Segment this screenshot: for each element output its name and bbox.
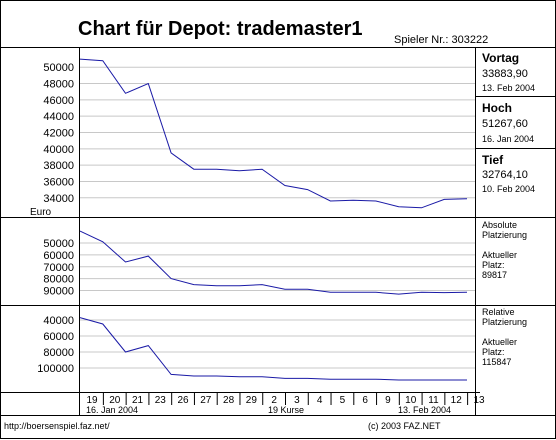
player-info: Spieler Nr.: 303222: [394, 34, 488, 46]
y-tick-label: 60000: [43, 250, 74, 262]
player-number: 303222: [451, 34, 489, 46]
y-tick-label: 100000: [37, 363, 74, 375]
x-tick-label: 23: [155, 395, 167, 406]
player-label: Spieler Nr.:: [394, 34, 449, 46]
x-middle-label: 19 Kurse: [268, 405, 304, 415]
x-tick-label: 28: [223, 395, 235, 406]
relative-value: 115847: [482, 357, 511, 367]
x-tick-label: 27: [200, 395, 212, 406]
page-title: Chart für Depot: trademaster1: [78, 18, 363, 40]
series-line-3: [79, 317, 467, 381]
absolute-line4: Platz:: [482, 260, 505, 270]
tief-date: 10. Feb 2004: [482, 184, 535, 194]
series-line-1: [79, 58, 468, 209]
tief-value: 32764,10: [482, 169, 528, 181]
x-tick-label: 9: [385, 395, 391, 406]
x-start-label: 16. Jan 2004: [86, 405, 138, 415]
x-tick-label: 11: [428, 395, 439, 406]
x-tick-label: 20: [109, 395, 121, 406]
y-tick-label: 44000: [43, 111, 74, 123]
tief-label: Tief: [482, 153, 504, 167]
footer-copyright: (c) 2003 FAZ.NET: [368, 421, 441, 431]
y-tick-label: 40000: [43, 144, 74, 156]
y-tick-label: 80000: [43, 347, 74, 359]
relative-line3: Aktueller: [482, 337, 517, 347]
y-tick-label: 90000: [43, 286, 74, 298]
absolute-line1: Absolute: [482, 220, 517, 230]
series-line-2: [79, 230, 468, 295]
x-tick-label: 21: [132, 395, 144, 406]
x-tick-label: 19: [86, 395, 98, 406]
vortag-date: 13. Feb 2004: [482, 83, 535, 93]
y-tick-label: 42000: [43, 128, 74, 140]
y-tick-label: 40000: [43, 315, 74, 327]
relative-line2: Platzierung: [482, 317, 527, 327]
vortag-label: Vortag: [482, 51, 519, 65]
y-tick-label: 38000: [43, 160, 74, 172]
absolute-value: 89817: [482, 270, 507, 280]
absolute-line3: Aktueller: [482, 250, 517, 260]
y-tick-label: 46000: [43, 95, 74, 107]
hoch-label: Hoch: [482, 101, 512, 115]
hoch-date: 16. Jan 2004: [482, 134, 534, 144]
hoch-value: 51267,60: [482, 118, 528, 130]
y-axis-unit: Euro: [30, 207, 52, 218]
x-tick-label: 12: [451, 395, 463, 406]
x-end-label: 13. Feb 2004: [398, 405, 451, 415]
absolute-line2: Platzierung: [482, 230, 527, 240]
y-tick-label: 48000: [43, 79, 74, 91]
y-tick-label: 50000: [43, 62, 74, 74]
footer-link[interactable]: http://boersenspiel.faz.net/: [4, 421, 110, 431]
y-tick-label: 34000: [43, 193, 74, 205]
vortag-value: 33883,90: [482, 68, 528, 80]
x-tick-label: 26: [177, 395, 189, 406]
x-tick-label: 4: [317, 395, 323, 406]
x-tick-label: 10: [405, 395, 417, 406]
x-tick-label: 29: [246, 395, 258, 406]
x-tick-label: 2: [271, 395, 277, 406]
x-tick-label: 3: [294, 395, 300, 406]
y-tick-label: 80000: [43, 274, 74, 286]
x-tick-label: 6: [362, 395, 368, 406]
x-tick-label: 5: [340, 395, 346, 406]
y-tick-label: 70000: [43, 262, 74, 274]
x-tick-label: 13: [473, 395, 485, 406]
relative-line1: Relative: [482, 307, 515, 317]
relative-line4: Platz:: [482, 347, 505, 357]
y-tick-label: 36000: [43, 176, 74, 188]
y-tick-label: 60000: [43, 331, 74, 343]
y-tick-label: 50000: [43, 238, 74, 250]
